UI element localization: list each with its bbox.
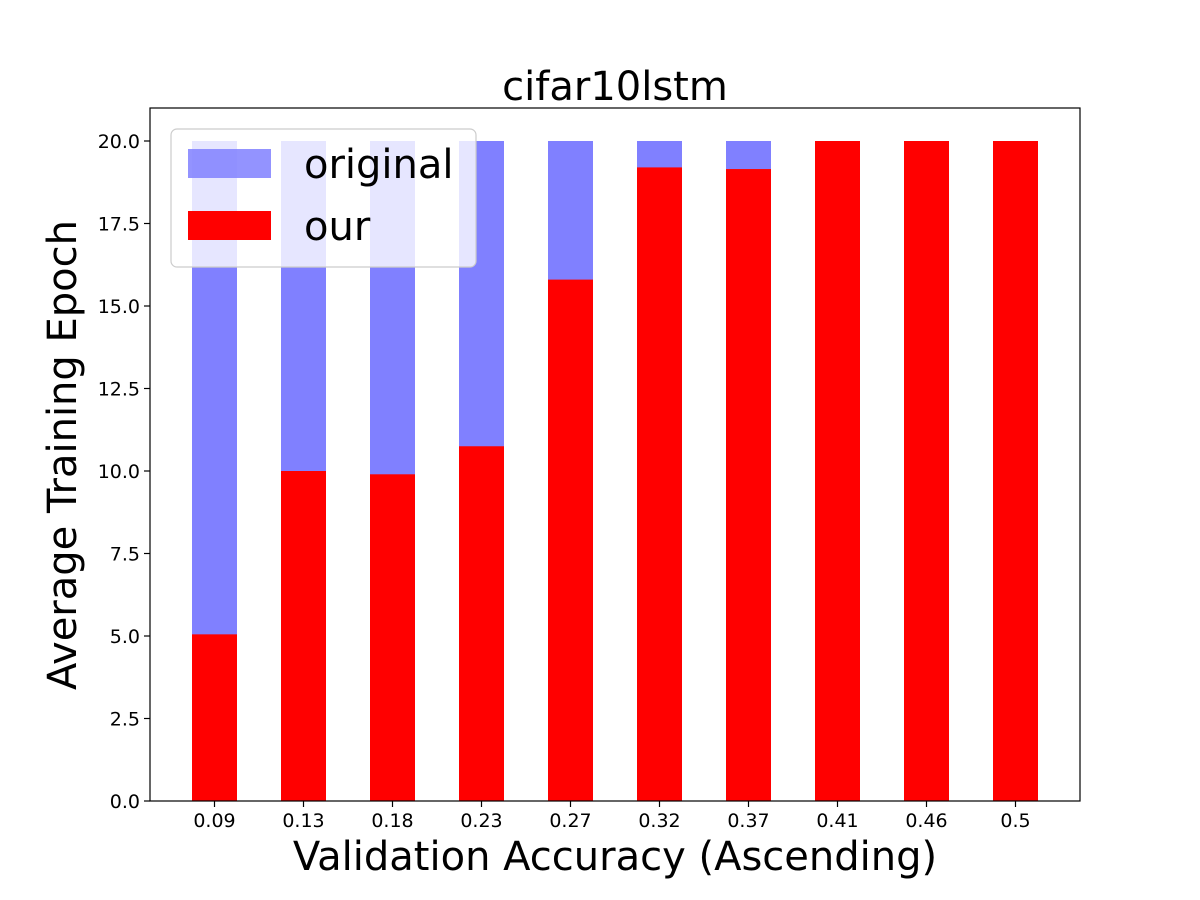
bar-our-5 <box>637 167 682 801</box>
bar-our-3 <box>459 446 504 801</box>
x-tick-label-6: 0.37 <box>727 810 769 832</box>
bar-our-9 <box>993 141 1038 801</box>
legend: original our <box>170 128 477 268</box>
x-tick-label-8: 0.46 <box>905 810 947 832</box>
y-tick-label-7: 17.5 <box>98 214 140 236</box>
legend-label-our: our <box>304 204 371 250</box>
bar-our-8 <box>904 141 949 801</box>
y-axis-title: Average Training Epoch <box>40 220 86 690</box>
x-tick-label-5: 0.32 <box>638 810 680 832</box>
x-tick-label-3: 0.23 <box>460 810 502 832</box>
y-tick-label-5: 12.5 <box>98 379 140 401</box>
bar-our-1 <box>281 471 326 801</box>
y-tick-label-0: 0.0 <box>110 791 140 813</box>
y-tick-label-6: 15.0 <box>98 296 140 318</box>
y-tick-label-3: 7.5 <box>110 544 140 566</box>
bar-our-2 <box>370 474 415 801</box>
y-tick-label-4: 10.0 <box>98 461 140 483</box>
x-axis-title: Validation Accuracy (Ascending) <box>293 834 937 880</box>
plot-frame <box>149 107 1081 802</box>
chart-title: cifar10lstm <box>502 64 728 110</box>
bar-our-0 <box>192 634 237 801</box>
y-tick-label-2: 5.0 <box>110 626 140 648</box>
x-tick-label-0: 0.09 <box>193 810 235 832</box>
y-tick-label-8: 20.0 <box>98 131 140 153</box>
x-tick-label-9: 0.5 <box>1000 810 1030 832</box>
bar-our-4 <box>548 279 593 802</box>
x-tick-label-7: 0.41 <box>816 810 858 832</box>
bar-our-7 <box>815 141 860 801</box>
legend-label-original: original <box>304 142 454 188</box>
y-tick-label-1: 2.5 <box>110 709 140 731</box>
legend-swatch-original <box>188 149 271 178</box>
x-tick-label-1: 0.13 <box>282 810 324 832</box>
legend-swatch-our <box>188 211 271 240</box>
x-tick-label-4: 0.27 <box>549 810 591 832</box>
bar-our-6 <box>726 169 771 802</box>
x-tick-label-2: 0.18 <box>371 810 413 832</box>
